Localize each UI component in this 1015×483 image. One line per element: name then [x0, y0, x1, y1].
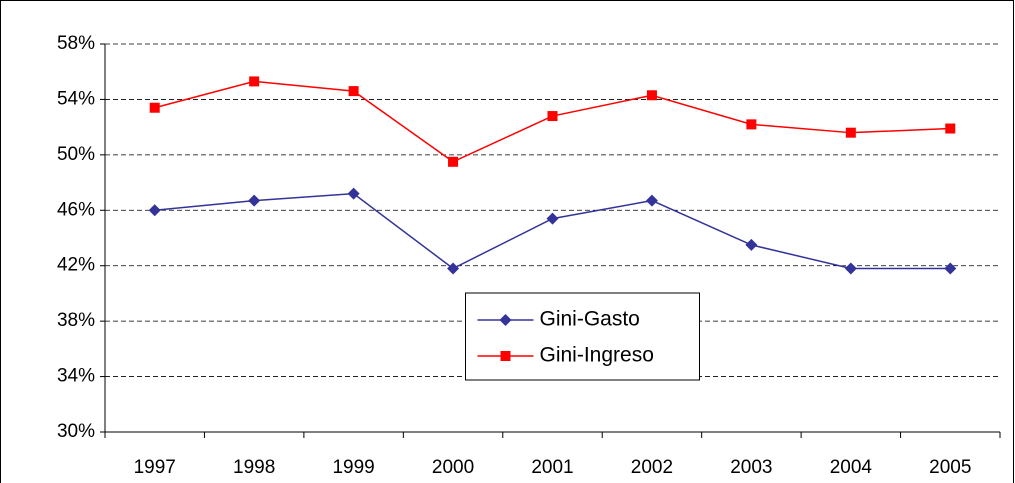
marker: [248, 194, 261, 207]
legend-label: Gini-Ingreso: [540, 344, 654, 367]
series-line: [154, 80, 951, 163]
y-tick-label: 42%: [57, 255, 95, 276]
x-tick-label: 1998: [233, 457, 275, 478]
y-tick-label: 38%: [57, 310, 95, 331]
legend: Gini-Gasto Gini-Ingreso: [465, 292, 700, 381]
marker: [845, 127, 856, 138]
marker: [945, 123, 956, 134]
marker: [746, 119, 757, 130]
x-tick-label: 2001: [531, 457, 573, 478]
marker: [745, 238, 758, 251]
marker: [499, 314, 512, 326]
series-line: [154, 192, 951, 270]
marker: [500, 351, 511, 361]
y-tick-label: 46%: [57, 199, 95, 220]
legend-box: [465, 292, 700, 381]
marker: [844, 262, 857, 275]
x-tick-label: 1999: [332, 457, 374, 478]
y-tick-label: 34%: [57, 366, 95, 387]
marker: [347, 187, 360, 200]
marker: [646, 90, 657, 101]
marker: [348, 86, 359, 97]
marker: [249, 76, 260, 87]
x-tick-label: 2000: [432, 457, 474, 478]
x-tick-label: 2002: [631, 457, 673, 478]
y-tick-label: 50%: [57, 144, 95, 165]
marker: [149, 102, 160, 113]
y-tick-label: 30%: [57, 421, 95, 442]
marker: [448, 156, 459, 167]
marker: [645, 194, 658, 207]
x-tick-label: 2004: [830, 457, 873, 478]
marker: [447, 262, 460, 275]
marker: [546, 212, 559, 225]
y-tick-label: 58%: [57, 33, 95, 54]
marker: [547, 111, 558, 122]
x-tick-label: 1997: [134, 457, 176, 478]
marker: [944, 262, 957, 275]
legend-label: Gini-Gasto: [540, 308, 640, 331]
marker: [148, 204, 161, 217]
x-tick-label: 2003: [730, 457, 772, 478]
x-tick-label: 2005: [929, 457, 971, 478]
y-tick-label: 54%: [57, 88, 95, 109]
